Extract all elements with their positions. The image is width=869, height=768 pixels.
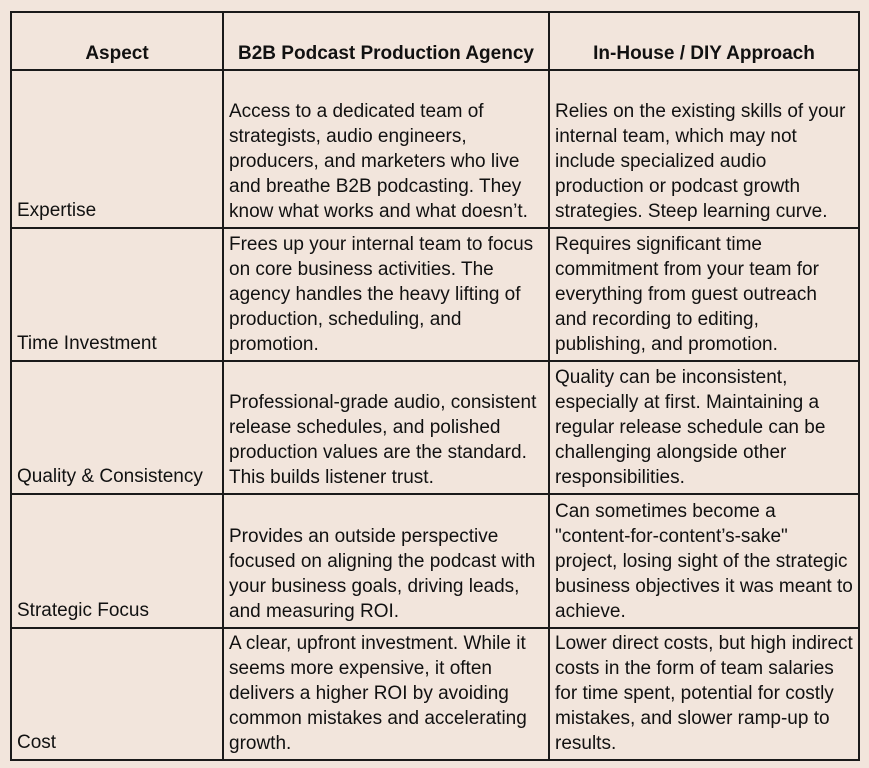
header-aspect: Aspect — [10, 11, 224, 71]
comparison-table: Aspect B2B Podcast Production Agency In-… — [10, 11, 860, 761]
agency-cell: Professional-grade audio, consistent rel… — [222, 360, 550, 495]
inhouse-cell: Lower direct costs, but high indirect co… — [548, 627, 860, 761]
aspect-cell: Time Investment — [10, 227, 224, 362]
table-row: Cost A clear, upfront investment. While … — [10, 627, 860, 761]
aspect-cell: Strategic Focus — [10, 493, 224, 629]
header-agency: B2B Podcast Production Agency — [222, 11, 550, 71]
agency-cell: A clear, upfront investment. While it se… — [222, 627, 550, 761]
agency-cell: Provides an outside perspective focused … — [222, 493, 550, 629]
table-row: Time Investment Frees up your internal t… — [10, 227, 860, 362]
table-row: Strategic Focus Provides an outside pers… — [10, 493, 860, 629]
agency-cell: Access to a dedicated team of strategist… — [222, 69, 550, 229]
header-inhouse: In-House / DIY Approach — [548, 11, 860, 71]
inhouse-cell: Quality can be inconsistent, especially … — [548, 360, 860, 495]
agency-cell: Frees up your internal team to focus on … — [222, 227, 550, 362]
inhouse-cell: Can sometimes become a "content-for-cont… — [548, 493, 860, 629]
table-row: Quality & Consistency Professional-grade… — [10, 360, 860, 495]
header-row: Aspect B2B Podcast Production Agency In-… — [10, 11, 860, 71]
table-row: Expertise Access to a dedicated team of … — [10, 69, 860, 229]
inhouse-cell: Relies on the existing skills of your in… — [548, 69, 860, 229]
aspect-cell: Cost — [10, 627, 224, 761]
aspect-cell: Expertise — [10, 69, 224, 229]
inhouse-cell: Requires significant time commitment fro… — [548, 227, 860, 362]
aspect-cell: Quality & Consistency — [10, 360, 224, 495]
